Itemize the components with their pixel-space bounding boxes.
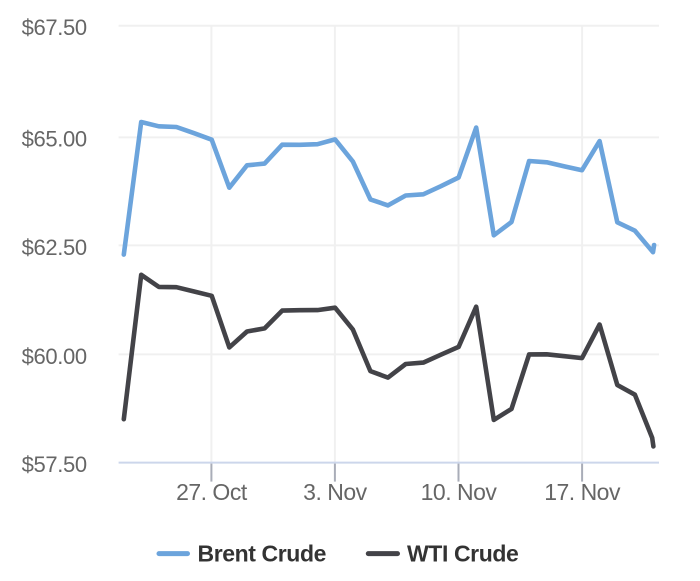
- svg-text:$62.50: $62.50: [22, 235, 87, 260]
- svg-text:$57.50: $57.50: [22, 452, 87, 477]
- svg-text:3. Nov: 3. Nov: [303, 479, 367, 505]
- svg-text:10. Nov: 10. Nov: [421, 479, 498, 505]
- svg-text:Brent Crude: Brent Crude: [198, 541, 327, 567]
- svg-text:17. Nov: 17. Nov: [544, 479, 621, 505]
- svg-text:27. Oct: 27. Oct: [176, 479, 248, 505]
- svg-text:$65.00: $65.00: [22, 126, 87, 151]
- svg-text:$60.00: $60.00: [22, 344, 87, 369]
- svg-text:WTI Crude: WTI Crude: [407, 541, 518, 567]
- svg-text:$67.50: $67.50: [22, 15, 87, 40]
